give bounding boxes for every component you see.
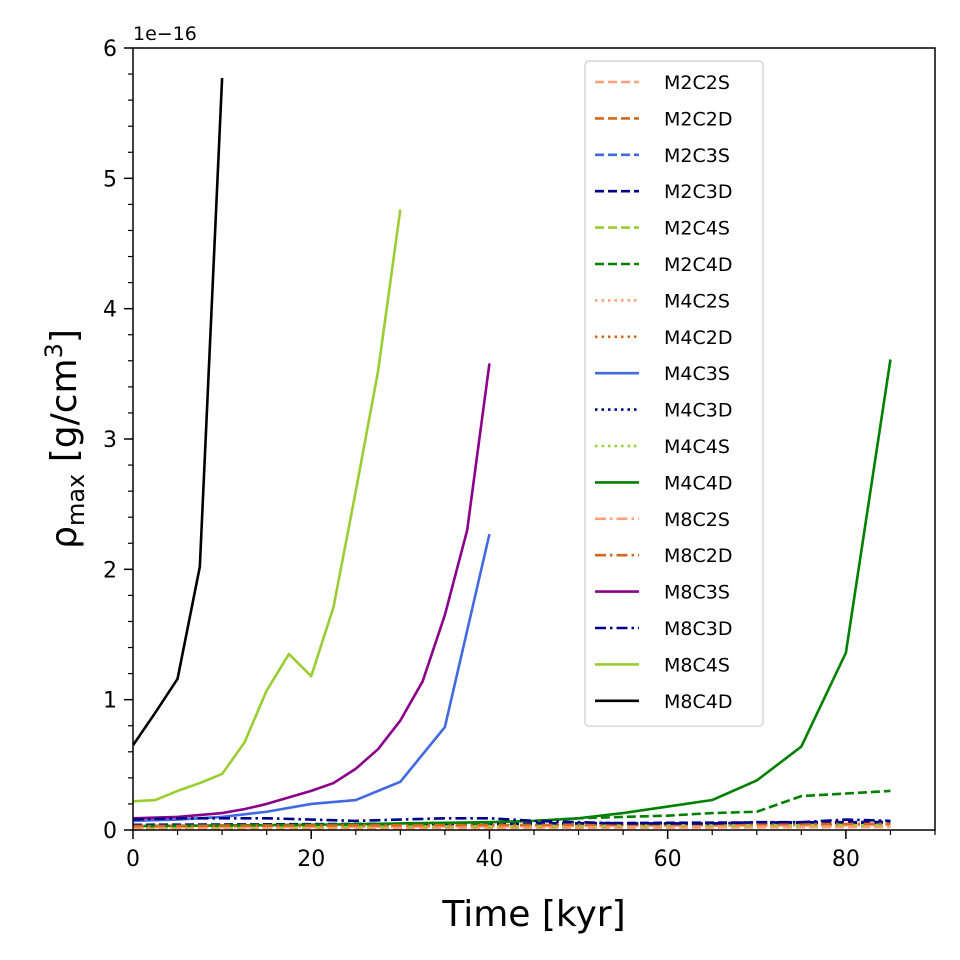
series-line-M2C4D: [133, 789, 891, 828]
x-tick-label: 0: [126, 847, 140, 872]
y-offset-text: 1e−16: [133, 23, 197, 45]
y-tick-label: 6: [103, 37, 117, 62]
series-line-M8C4D: [133, 77, 224, 747]
legend-label-M8C2D: M8C2D: [664, 545, 732, 567]
y-tick-label: 5: [103, 167, 117, 192]
y-axis-label-unit: [g/cm: [44, 358, 85, 473]
series-line-M8C3S: [133, 363, 491, 820]
legend-label-M4C4S: M4C4S: [664, 436, 730, 458]
legend-label-M8C4D: M8C4D: [664, 691, 732, 713]
y-axis-label-unit-close: ]: [44, 329, 85, 343]
y-tick-label: 4: [103, 298, 117, 323]
axis-ticks: 0 20 40 60 80 0 1 2 3 4 5 6: [103, 37, 936, 872]
legend-label-M4C3S: M4C3S: [664, 363, 730, 385]
legend-label-M2C4S: M2C4S: [664, 218, 730, 240]
x-tick-label: 40: [475, 847, 503, 872]
legend-label-M2C3D: M2C3D: [664, 181, 732, 203]
legend-label-M8C2S: M8C2S: [664, 509, 730, 531]
series-lines: [133, 77, 892, 830]
x-axis-label: Time [kyr]: [441, 894, 625, 935]
plot-frame: [132, 47, 936, 831]
x-tick-label: 20: [297, 847, 325, 872]
y-tick-label: 3: [103, 428, 117, 453]
legend-label-M8C3D: M8C3D: [664, 618, 732, 640]
legend-label-M4C3D: M4C3D: [664, 400, 732, 422]
series-line-M2C2S: [133, 825, 891, 830]
legend-label-M4C2S: M4C2S: [664, 290, 730, 312]
series-line-M8C4S: [133, 209, 402, 803]
y-axis-label-sup: 3: [40, 343, 68, 358]
legend-label-M4C4D: M4C4D: [664, 472, 732, 494]
legend-label-M4C2D: M4C2D: [664, 327, 732, 349]
legend-label-M2C2D: M2C2D: [664, 108, 732, 130]
x-tick-label: 80: [832, 847, 860, 872]
legend-label-M2C2S: M2C2S: [664, 72, 730, 94]
series-line-M8C2D: [133, 822, 891, 828]
y-axis-label-main: ρ: [44, 526, 85, 549]
y-tick-label: 1: [103, 689, 117, 714]
legend-label-M8C4S: M8C4S: [664, 654, 730, 676]
series-line-M4C4D: [133, 359, 892, 828]
y-axis-label-sub: max: [62, 474, 90, 526]
legend: M2C2S M2C2D M2C3S M2C3D M2C4S M2C4D M4C2S M4C2D…: [584, 60, 764, 727]
y-axis-label: ρmax [g/cm3]: [40, 329, 90, 549]
legend-label-M2C3S: M2C3S: [664, 145, 730, 167]
legend-label-M8C3S: M8C3S: [664, 582, 730, 604]
y-tick-label: 2: [103, 558, 117, 583]
x-tick-label: 60: [654, 847, 682, 872]
y-tick-label: 0: [103, 819, 117, 844]
series-line-M8C3D: [133, 816, 891, 825]
legend-label-M2C4D: M2C4D: [664, 254, 732, 276]
